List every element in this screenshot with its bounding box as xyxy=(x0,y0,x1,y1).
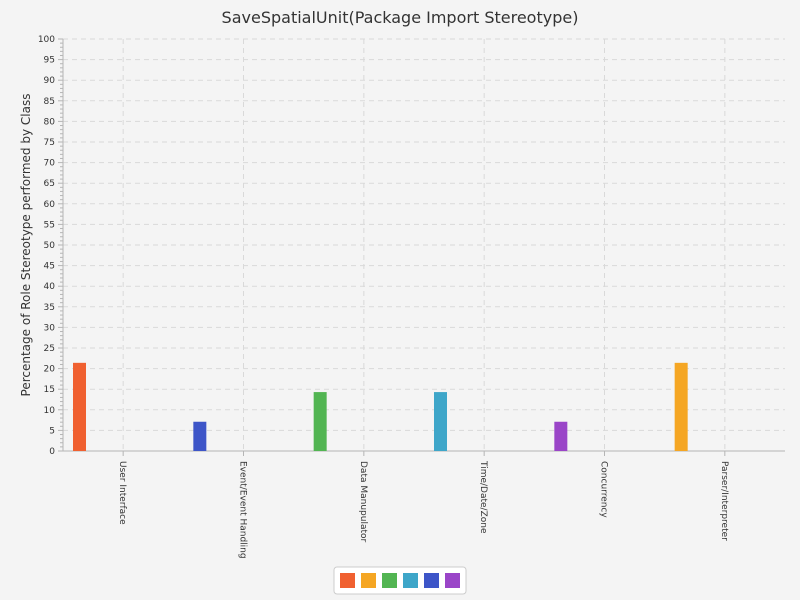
x-tick-label: Concurrency xyxy=(599,461,609,518)
gridlines xyxy=(63,38,785,451)
y-tick-label: 50 xyxy=(44,241,56,251)
bar xyxy=(554,421,568,451)
x-tick-label: Time/Date/Zone xyxy=(478,460,488,534)
y-tick-label: 35 xyxy=(44,303,55,313)
chart-title: SaveSpatialUnit(Package Import Stereotyp… xyxy=(222,8,579,27)
x-tick-label: Parser/Interpreter xyxy=(719,461,729,541)
y-tick-label: 10 xyxy=(44,406,56,416)
y-tick-label: 15 xyxy=(44,385,55,395)
y-tick-label: 100 xyxy=(38,35,55,45)
y-tick-label: 90 xyxy=(44,76,56,86)
bar xyxy=(434,392,447,451)
y-tick-label: 55 xyxy=(44,220,55,230)
legend-swatch xyxy=(424,573,439,588)
y-tick-label: 85 xyxy=(44,97,55,107)
y-tick-label: 45 xyxy=(44,262,55,272)
y-tick-label: 75 xyxy=(44,138,55,148)
bar xyxy=(313,392,327,451)
x-tick-label: Data Manupulator xyxy=(358,461,368,543)
y-tick-label: 0 xyxy=(49,447,55,457)
bar xyxy=(193,421,207,451)
y-axis-label: Percentage of Role Stereotype performed … xyxy=(19,94,33,397)
y-tick-label: 80 xyxy=(44,117,56,127)
bars xyxy=(73,362,688,451)
y-tick-label: 30 xyxy=(44,323,56,333)
bar xyxy=(73,362,86,451)
legend xyxy=(333,566,467,595)
x-tick-label: User Interface xyxy=(117,461,127,525)
y-tick-label: 70 xyxy=(44,159,56,169)
legend-swatch xyxy=(403,573,418,588)
x-tick-label: Event/Event Handling xyxy=(238,461,248,559)
bar xyxy=(674,362,688,451)
legend-swatch xyxy=(382,573,397,588)
axes: 0 5 10 15 20 25 30 35 40 45 50 55 60 65 70 75 80 85 90 95 10… xyxy=(38,35,785,559)
y-tick-label: 65 xyxy=(44,179,55,189)
legend-swatch xyxy=(361,573,376,588)
y-tick-label: 25 xyxy=(44,344,55,354)
y-tick-label: 20 xyxy=(44,365,56,375)
y-tick-label: 95 xyxy=(44,56,55,66)
y-tick-label: 60 xyxy=(44,200,56,210)
y-tick-label: 40 xyxy=(44,282,56,292)
legend-swatch xyxy=(340,573,355,588)
legend-swatch xyxy=(445,573,460,588)
y-tick-label: 5 xyxy=(49,426,55,436)
